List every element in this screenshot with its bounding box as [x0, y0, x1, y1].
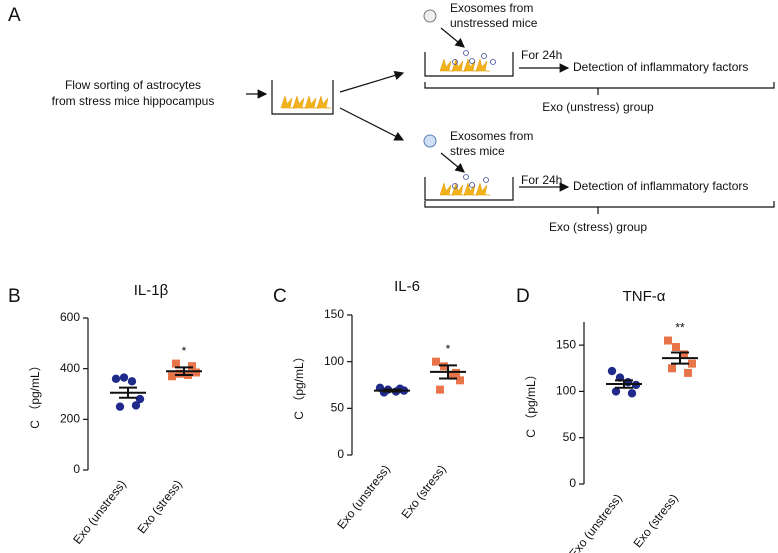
data-point	[127, 377, 137, 386]
panel-label: A	[8, 5, 21, 26]
y-tick-label: 600	[60, 310, 80, 324]
data-point	[176, 369, 184, 378]
exosome-icon	[423, 9, 437, 23]
data-point	[135, 394, 145, 404]
arrow	[339, 107, 405, 141]
chart: D TNF-α C （pg/mL） 0 50 100 150 Exo (unstress) Ex…	[516, 286, 698, 553]
y-tick-label: 50	[331, 401, 345, 415]
significance: *	[446, 342, 451, 356]
chart-title: TNF-α	[623, 288, 666, 305]
x-tick-label: Exo (stress)	[398, 462, 448, 521]
group-label: Exo (stress) group	[549, 220, 647, 234]
data-point	[172, 359, 180, 368]
data-point	[192, 368, 200, 377]
error-bar	[175, 366, 193, 376]
data-point	[668, 364, 676, 373]
data-point	[688, 359, 696, 368]
chart-title: IL-1β	[134, 282, 169, 299]
y-tick-label: 400	[60, 361, 80, 375]
y-tick-label: 200	[60, 412, 80, 426]
data-point	[115, 402, 125, 411]
data-point	[131, 401, 141, 410]
data-point	[436, 385, 444, 394]
data-point	[611, 387, 621, 396]
x-tick-label: Exo (stress)	[630, 491, 680, 550]
dish	[424, 177, 514, 201]
data-point	[672, 342, 680, 351]
error-bar	[383, 388, 401, 393]
data-point	[684, 368, 692, 377]
y-tick-label: 150	[556, 337, 576, 351]
detection: Detection of inflammatory factors	[573, 60, 748, 74]
error-bar	[439, 364, 457, 380]
data-point	[627, 389, 637, 398]
duration: For 24h	[521, 173, 562, 187]
dish	[271, 80, 334, 115]
bracket	[424, 201, 775, 214]
data-point	[188, 362, 196, 371]
y-tick-label: 150	[324, 307, 344, 321]
x-tick-label: Exo (stress)	[134, 477, 184, 536]
chart-title: IL-6	[394, 278, 420, 295]
y-tick-label: 0	[569, 476, 576, 490]
exosomes	[452, 174, 489, 189]
detection: Detection of inflammatory factors	[573, 179, 748, 193]
exosome-text: unstressed mice	[450, 16, 538, 30]
data-point	[111, 374, 121, 383]
data-point	[119, 373, 129, 382]
astrocytes	[439, 58, 491, 72]
arrow	[339, 70, 405, 93]
chart: C IL-6 C （pg/mL） 0 50 100 150 Exo (unstress) Exo…	[273, 278, 466, 532]
y-axis-label: C （pg/mL）	[292, 350, 306, 419]
panel-a: A Flow sorting of astrocytes from stress…	[8, 1, 775, 234]
group-label: Exo (unstress) group	[542, 100, 654, 114]
data-point	[456, 376, 464, 385]
exosome-text: Exosomes from	[450, 1, 533, 15]
astrocytes	[439, 182, 491, 196]
significance: **	[675, 321, 685, 335]
data-point	[432, 357, 440, 366]
error-bar	[615, 379, 633, 389]
bracket	[424, 82, 775, 95]
y-tick-label: 0	[73, 462, 80, 476]
panel-label: B	[8, 286, 21, 307]
source-text: from stress mice hippocampus	[52, 94, 215, 108]
error-bar	[119, 386, 137, 399]
data-point	[607, 366, 617, 376]
error-bar	[671, 351, 689, 365]
significance: *	[182, 344, 187, 358]
x-tick-label: Exo (unstress)	[334, 462, 393, 532]
exosomes	[452, 50, 496, 65]
dish	[424, 52, 514, 77]
y-tick-label: 0	[337, 447, 344, 461]
data-point	[664, 336, 672, 345]
panel-label: D	[516, 286, 530, 307]
y-axis-label: C （pg/mL）	[524, 368, 538, 437]
exosome-icon	[423, 134, 437, 148]
y-tick-label: 100	[324, 354, 344, 368]
astrocytes	[280, 95, 332, 109]
arrow	[440, 27, 465, 48]
data-point	[680, 350, 688, 359]
exosome-text: stres mice	[450, 144, 505, 158]
x-tick-label: Exo (unstress)	[70, 477, 129, 547]
chart: B IL-1β C （pg/mL） 0 200 400 600 Exo (unstress) E…	[8, 282, 202, 547]
data-point	[168, 372, 176, 381]
y-axis-label: C （pg/mL）	[28, 359, 42, 428]
duration: For 24h	[521, 48, 562, 62]
exosome-text: Exosomes from	[450, 129, 533, 143]
y-tick-label: 50	[563, 430, 577, 444]
data-point	[623, 377, 633, 387]
panel-label: C	[273, 286, 287, 307]
x-tick-label: Exo (unstress)	[566, 491, 625, 553]
arrow	[440, 152, 465, 173]
source-text: Flow sorting of astrocytes	[65, 78, 201, 92]
y-tick-label: 100	[556, 384, 576, 398]
